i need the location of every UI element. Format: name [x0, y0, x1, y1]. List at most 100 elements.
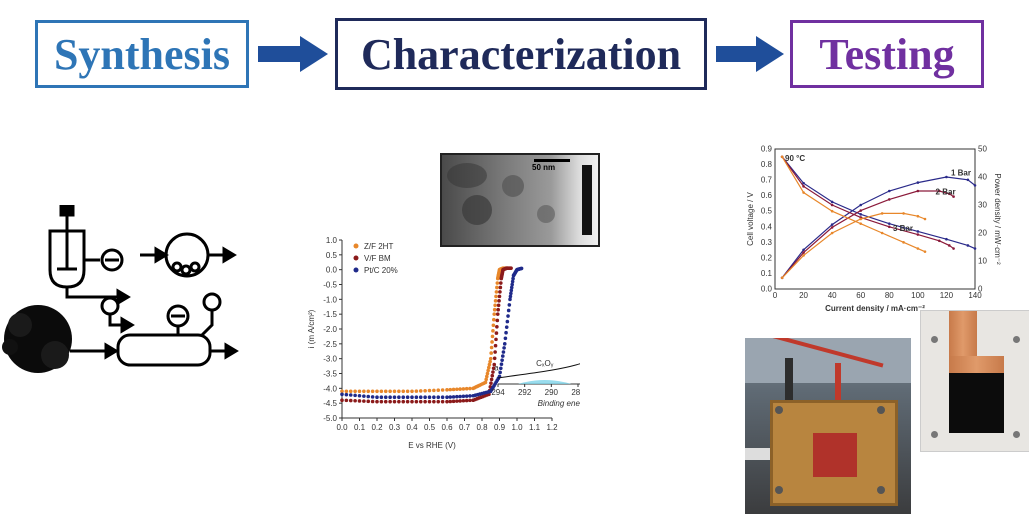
orr-data-point	[489, 377, 494, 382]
fc-y-tick-label: 0.0	[761, 285, 773, 294]
orr-data-point	[483, 380, 488, 385]
orr-data-point	[370, 395, 375, 399]
fc-x-axis-label: Current density / mA·cm⁻²	[825, 304, 925, 313]
orr-data-point	[508, 294, 513, 299]
fc-data-point	[945, 175, 948, 179]
arrow-synthesis-to-characterization	[258, 36, 328, 72]
orr-data-point	[484, 377, 488, 382]
orr-x-tick-label: 0.4	[406, 423, 418, 432]
orr-data-point	[495, 281, 500, 285]
fc-series-label: 2 Bar	[936, 188, 956, 197]
orr-data-point	[405, 395, 410, 400]
orr-data-point	[418, 389, 423, 393]
fc-y-tick-label: 0.1	[761, 269, 773, 278]
orr-y-axis-label: i (m A/cm²)	[307, 309, 316, 348]
orr-legend-label: Z/F 2HT	[364, 242, 393, 251]
orr-data-point	[388, 395, 392, 400]
fc-data-point	[947, 244, 951, 247]
orr-data-point	[455, 387, 459, 392]
orr-data-point	[509, 285, 514, 290]
orr-data-point	[405, 389, 410, 394]
orr-data-point	[448, 387, 453, 392]
orr-y-tick-label: -1.0	[323, 295, 337, 304]
fc-y-right-tick-label: 40	[978, 173, 987, 182]
orr-data-point	[492, 307, 497, 312]
fc-data-point	[966, 244, 970, 247]
orr-data-point	[392, 395, 397, 400]
orr-data-point	[499, 281, 503, 285]
orr-data-point	[366, 389, 371, 394]
orr-data-point	[491, 370, 495, 374]
tem-scale-bar-label: 50 nm	[532, 163, 556, 172]
orr-data-point	[489, 351, 493, 355]
orr-data-point	[497, 299, 501, 303]
orr-data-point	[488, 359, 492, 364]
orr-data-point	[414, 395, 419, 400]
orr-data-point	[344, 389, 349, 394]
orr-data-point	[497, 294, 502, 299]
orr-x-tick-label: 0.8	[476, 423, 488, 432]
xps-x-tick-label: 292	[518, 388, 532, 397]
orr-x-tick-label: 0.9	[494, 423, 506, 432]
fc-series-label: 1 Bar	[951, 168, 971, 177]
orr-y-tick-label: -4.0	[323, 384, 337, 393]
orr-data-point	[464, 398, 469, 403]
fc-y-right-tick-label: 10	[978, 257, 987, 266]
fc-data-point	[902, 212, 905, 215]
fc-data-point	[802, 254, 805, 257]
orr-data-point	[502, 346, 506, 350]
orr-data-point	[495, 285, 499, 290]
fc-data-point	[859, 222, 863, 225]
fc-data-point	[887, 198, 891, 201]
orr-polarization-chart: 1.0 0.5 0.0 -0.5 -1.0 -1.5 -2.0 -2.5 -3.0 -3.5 -4.…	[307, 236, 580, 450]
orr-data-point	[495, 318, 500, 323]
orr-legend-label: V/F BM	[364, 254, 391, 263]
orr-data-point	[461, 394, 466, 399]
orr-series-1	[340, 266, 513, 404]
fc-y-axis-label: Cell voltage / V	[746, 191, 755, 245]
orr-data-point	[445, 395, 449, 400]
orr-data-point	[423, 388, 427, 393]
fc-series-0: 1 Bar	[780, 155, 977, 280]
orr-data-point	[492, 356, 497, 361]
orr-data-point	[375, 395, 379, 400]
orr-data-point	[493, 299, 498, 303]
orr-legend-marker	[353, 255, 359, 261]
fc-x-tick-label: 20	[799, 291, 808, 300]
orr-data-point	[490, 334, 495, 339]
fc-data-point	[802, 248, 805, 252]
fc-series-label: 3 Bar	[893, 224, 913, 233]
orr-data-point	[397, 395, 401, 400]
orr-data-point	[490, 340, 494, 344]
carbon-powder-icon	[2, 305, 72, 373]
orr-data-point	[492, 362, 497, 367]
orr-data-point	[375, 399, 379, 404]
xps-inset: 294292290288286284282Binding energy (eV)…	[491, 359, 580, 408]
orr-data-point	[451, 395, 456, 399]
fc-data-point	[802, 251, 805, 254]
orr-data-point	[410, 389, 414, 394]
orr-x-tick-label: 0.3	[389, 423, 401, 432]
fc-x-tick-label: 120	[940, 291, 954, 300]
orr-data-point	[440, 395, 445, 400]
orr-data-point	[370, 399, 375, 404]
fc-plot-frame	[774, 148, 976, 290]
tem-micrograph: 50 nm	[440, 153, 600, 247]
orr-data-point	[509, 288, 514, 293]
xps-x-tick-label: 288	[571, 388, 580, 397]
synthesis-process-schematic	[2, 205, 239, 373]
orr-x-tick-label: 0.5	[424, 423, 436, 432]
orr-data-point	[414, 389, 419, 393]
fc-polarization-curve	[781, 156, 976, 250]
fc-data-point	[830, 203, 834, 207]
fc-data-point	[780, 155, 784, 159]
orr-data-point	[506, 308, 511, 313]
orr-data-point	[366, 394, 371, 399]
xps-envelope	[497, 363, 580, 379]
orr-data-point	[366, 399, 371, 404]
ball-mill-icon	[140, 232, 237, 278]
orr-data-point	[440, 399, 445, 404]
orr-data-point	[340, 392, 344, 397]
fc-data-point	[880, 212, 884, 215]
fc-data-point	[923, 250, 927, 253]
